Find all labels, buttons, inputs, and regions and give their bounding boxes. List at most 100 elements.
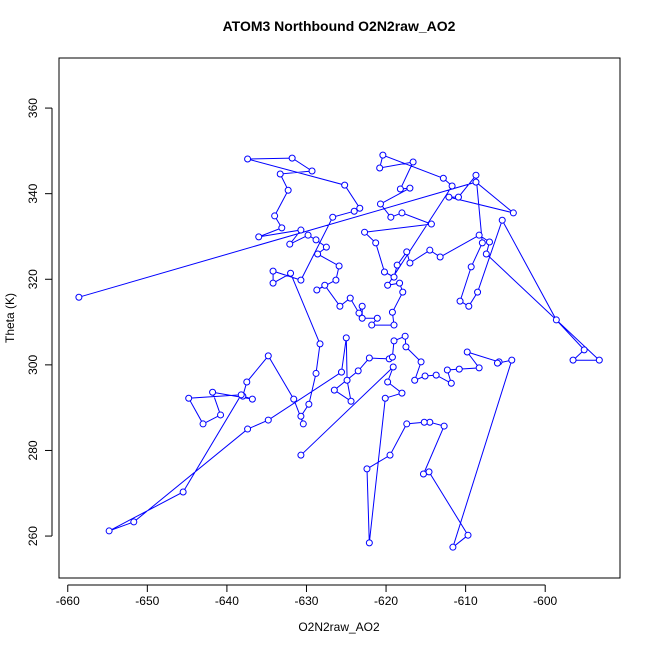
y-tick-label: 260 <box>26 526 40 546</box>
data-point <box>336 302 344 310</box>
data-point <box>284 186 292 194</box>
data-point <box>255 233 263 241</box>
data-point <box>314 250 322 258</box>
data-point <box>447 379 455 387</box>
data-point <box>595 356 603 364</box>
chart-title: ATOM3 Northbound O2N2raw_AO2 <box>223 18 456 34</box>
data-point <box>436 253 444 261</box>
data-point <box>299 420 307 428</box>
data-point <box>354 367 362 375</box>
data-point <box>376 200 384 208</box>
data-point <box>399 288 407 296</box>
data-point <box>332 276 340 284</box>
data-point <box>305 400 313 408</box>
data-point <box>401 332 409 340</box>
data-point <box>478 239 486 247</box>
data-point <box>276 170 284 178</box>
data-point <box>580 346 588 354</box>
data-point <box>312 236 320 244</box>
data-point <box>440 422 448 430</box>
data-point <box>342 334 350 342</box>
data-point <box>312 369 320 377</box>
data-point <box>448 182 456 190</box>
data-point <box>244 425 252 433</box>
data-point <box>105 527 113 535</box>
data-point <box>384 378 392 386</box>
data-point <box>373 314 381 322</box>
data-point <box>209 388 217 396</box>
data-point <box>286 240 294 248</box>
data-point <box>244 155 252 163</box>
data-point <box>335 262 343 270</box>
data-point <box>330 386 338 394</box>
data-point <box>264 352 272 360</box>
data-point <box>445 193 453 201</box>
data-point <box>402 343 410 351</box>
data-point <box>388 308 396 316</box>
data-point <box>449 543 457 551</box>
data-point <box>411 376 419 384</box>
data-point <box>278 224 286 232</box>
data-point <box>308 167 316 175</box>
data-point <box>368 321 376 329</box>
data-point <box>443 366 451 374</box>
data-point <box>455 365 463 373</box>
data-point <box>376 164 384 172</box>
data-point <box>474 288 482 296</box>
data-point <box>341 181 349 189</box>
data-point <box>417 358 425 366</box>
data-point <box>313 286 321 294</box>
data-point <box>387 213 395 221</box>
data-point <box>288 154 296 162</box>
data-point <box>390 273 398 281</box>
data-point <box>185 394 193 402</box>
data-point <box>264 416 272 424</box>
data-point <box>467 263 475 271</box>
data-point <box>432 371 440 379</box>
data-point <box>243 378 251 386</box>
y-tick-label: 320 <box>26 269 40 289</box>
data-point <box>509 209 517 217</box>
data-point <box>297 226 305 234</box>
data-point <box>271 212 279 220</box>
x-tick-label: -600 <box>533 594 557 608</box>
data-point <box>343 376 351 384</box>
data-point <box>464 531 472 539</box>
data-point <box>75 293 83 301</box>
data-point <box>316 340 324 348</box>
y-tick-label: 340 <box>26 183 40 203</box>
data-point <box>398 209 406 217</box>
data-point <box>372 239 380 247</box>
data-point <box>297 276 305 284</box>
data-point <box>508 356 516 364</box>
data-point <box>465 302 473 310</box>
data-point <box>269 267 277 275</box>
data-point <box>361 228 369 236</box>
data-point <box>389 363 397 371</box>
data-point <box>363 465 371 473</box>
data-point <box>390 321 398 329</box>
data-point <box>358 302 366 310</box>
data-point <box>347 397 355 405</box>
data-point <box>482 250 490 258</box>
data-point <box>379 151 387 159</box>
data-point <box>456 297 464 305</box>
x-tick-label: -640 <box>215 594 239 608</box>
data-point <box>396 279 404 287</box>
data-point <box>355 309 363 317</box>
data-point <box>287 269 295 277</box>
y-tick-label: 280 <box>26 440 40 460</box>
data-point <box>237 391 245 399</box>
data-point <box>356 204 364 212</box>
data-point <box>454 193 462 201</box>
data-point <box>337 368 345 376</box>
data-point <box>130 518 138 526</box>
y-tick-label: 300 <box>26 355 40 375</box>
x-tick-label: -620 <box>374 594 398 608</box>
data-point <box>321 281 329 289</box>
data-point <box>396 185 404 193</box>
plot-frame <box>58 57 621 579</box>
x-tick-label: -610 <box>454 594 478 608</box>
data-point <box>403 248 411 256</box>
